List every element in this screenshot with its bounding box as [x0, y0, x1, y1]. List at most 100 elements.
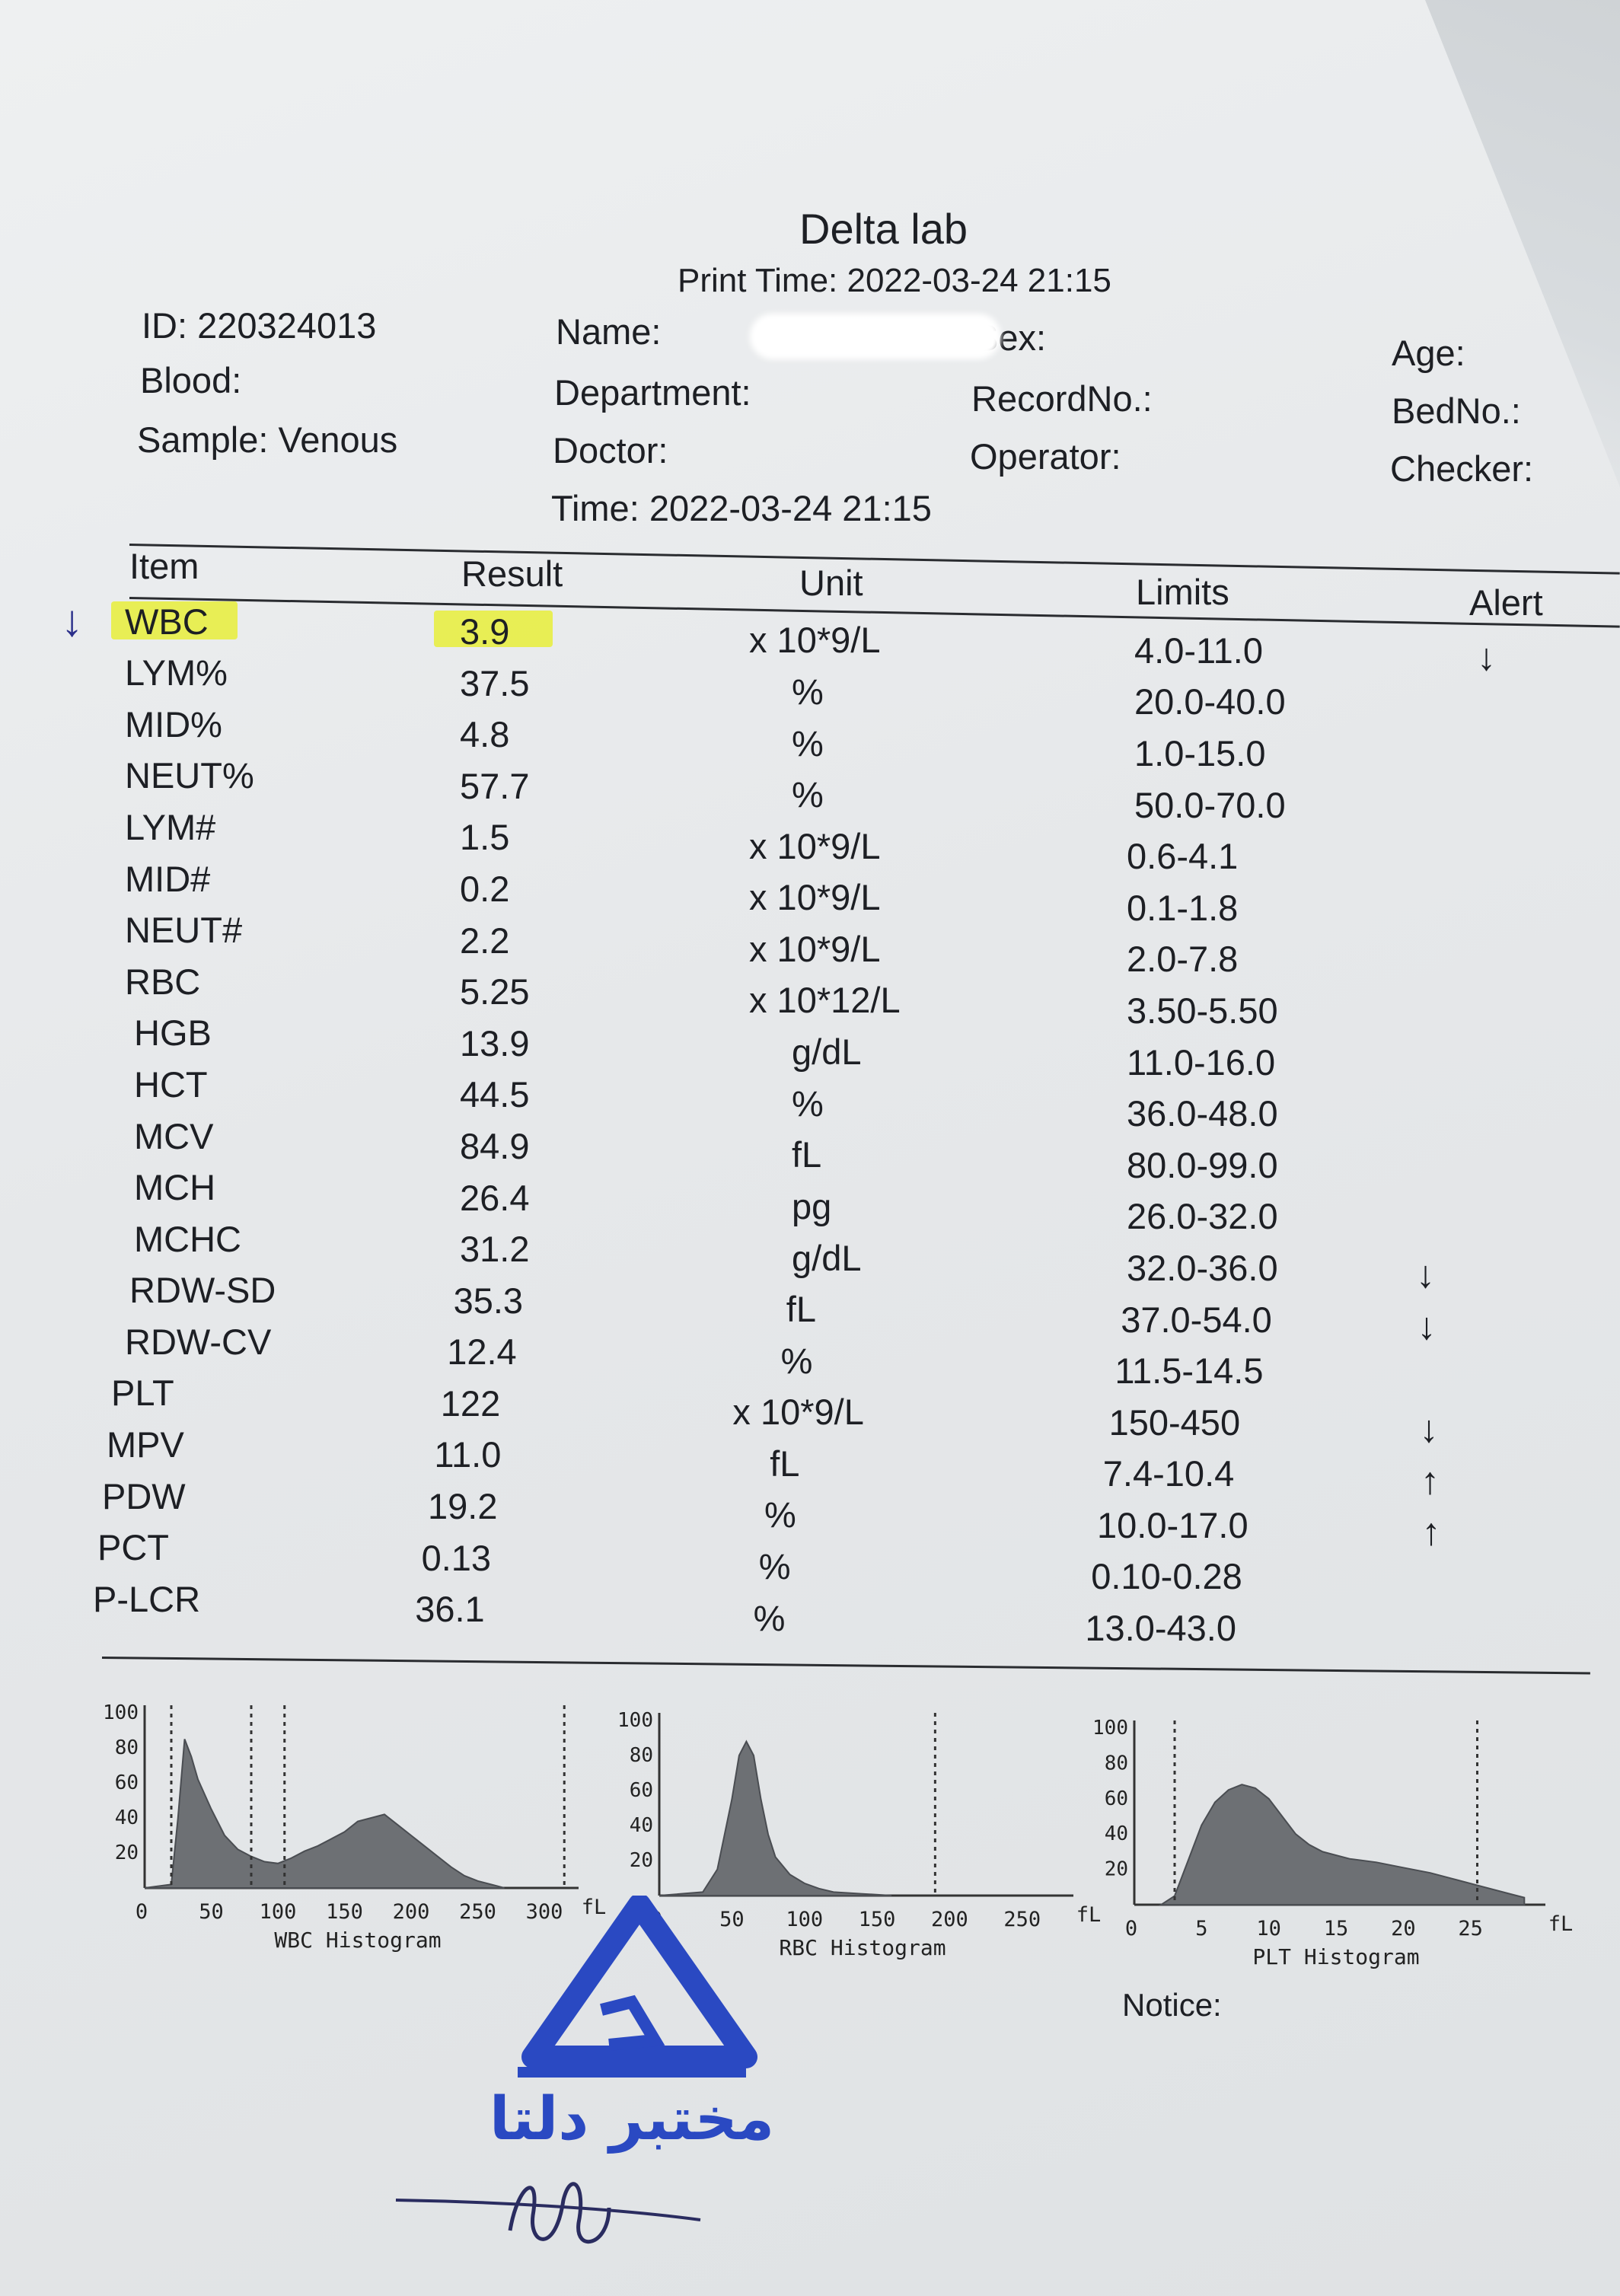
handwritten-arrow: ↓	[61, 596, 83, 646]
row-unit: fL	[770, 1443, 800, 1484]
row-result: 44.5	[460, 1074, 530, 1115]
histogram-x-tick: 0	[136, 1900, 148, 1924]
row-alert: ↓	[1477, 636, 1496, 679]
lab-title: Delta lab	[799, 205, 968, 253]
row-unit: fL	[792, 1134, 822, 1175]
row-alert: ↑	[1421, 1459, 1440, 1502]
row-limits: 10.0-17.0	[1097, 1504, 1248, 1545]
notice-label: Notice:	[1122, 1987, 1222, 2023]
histogram-title: RBC Histogram	[779, 1935, 946, 1960]
row-result: 3.9	[460, 611, 510, 652]
row-unit: %	[780, 1340, 813, 1381]
histogram-x-tick: 25	[1458, 1917, 1483, 1940]
row-item: MCV	[134, 1115, 214, 1156]
row-limits: 37.0-54.0	[1121, 1299, 1272, 1340]
row-item: MID#	[125, 858, 211, 899]
histogram-x-tick: 100	[786, 1908, 823, 1931]
row-limits: 36.0-48.0	[1127, 1093, 1278, 1134]
row-result: 0.2	[460, 868, 510, 909]
row-item: WBC	[125, 601, 209, 642]
row-limits: 7.4-10.4	[1102, 1453, 1235, 1494]
row-limits: 20.0-40.0	[1134, 681, 1286, 722]
row-unit: %	[792, 671, 824, 712]
row-item: RDW-SD	[129, 1270, 276, 1311]
histogram-curve	[144, 1739, 505, 1889]
doctor-label: Doctor:	[553, 430, 668, 470]
patient-id: ID: 220324013	[142, 305, 377, 346]
row-result: 36.1	[415, 1589, 485, 1630]
row-unit: %	[792, 722, 824, 764]
row-item: NEUT%	[125, 755, 254, 796]
histogram-x-tick: 200	[393, 1900, 430, 1924]
sample-label: Sample: Venous	[137, 419, 398, 460]
histogram-x-tick: 250	[459, 1900, 496, 1924]
row-result: 2.2	[460, 920, 510, 961]
row-item: P-LCR	[93, 1578, 201, 1619]
row-unit: x 10*12/L	[749, 980, 901, 1021]
row-result: 31.2	[460, 1229, 530, 1270]
histogram-x-tick: 5	[1195, 1917, 1207, 1940]
row-limits: 1.0-15.0	[1134, 732, 1266, 773]
signature-stroke	[395, 2199, 701, 2221]
histogram-x-tick: 150	[326, 1900, 363, 1924]
department-label: Department:	[554, 372, 751, 413]
histogram-y-tick: 40	[1105, 1822, 1128, 1845]
row-item: RDW-CV	[125, 1321, 272, 1362]
sample-time: Time: 2022-03-24 21:15	[551, 488, 932, 528]
header-item: Item	[129, 546, 199, 586]
signature-scribble	[508, 2182, 611, 2244]
histogram-y-tick: 60	[630, 1779, 653, 1802]
row-result: 11.0	[434, 1434, 502, 1475]
histogram-curve	[659, 1740, 892, 1896]
row-result: 57.7	[460, 765, 530, 806]
histogram-x-tick: 250	[1003, 1908, 1041, 1931]
operator-label: Operator:	[970, 436, 1121, 477]
histogram-unit: fL	[582, 1896, 607, 1919]
stamp-bar	[518, 2067, 746, 2078]
row-unit: g/dL	[792, 1237, 862, 1278]
row-item: MID%	[125, 703, 222, 745]
stamp-text: مختبر دلتا	[490, 2085, 774, 2154]
row-item: LYM%	[125, 652, 228, 694]
print-time: Print Time: 2022-03-24 21:15	[678, 262, 1111, 299]
histogram-x-tick: 200	[931, 1908, 968, 1931]
row-alert: ↓	[1416, 1253, 1435, 1296]
histogram-x-tick: 0	[1125, 1917, 1137, 1940]
row-item: MCH	[134, 1167, 216, 1208]
row-limits: 80.0-99.0	[1127, 1144, 1278, 1185]
histogram-unit: fL	[1548, 1912, 1574, 1936]
row-item: PCT	[97, 1527, 169, 1568]
histogram-y-tick: 80	[115, 1736, 139, 1759]
row-result: 26.4	[460, 1177, 530, 1218]
header-result: Result	[461, 553, 563, 594]
checker-label: Checker:	[1390, 448, 1534, 489]
row-result: 84.9	[460, 1125, 530, 1166]
row-item: RBC	[125, 961, 201, 1002]
header-unit: Unit	[799, 563, 863, 603]
histogram-y-tick: 20	[115, 1842, 139, 1864]
stamp-triangle	[521, 1896, 757, 2068]
record-no-label: RecordNo.:	[971, 378, 1153, 419]
histogram-x-tick: 150	[859, 1908, 896, 1931]
histogram-y-tick: 40	[115, 1807, 139, 1829]
histogram-x-tick: 10	[1256, 1917, 1281, 1940]
row-limits: 50.0-70.0	[1134, 784, 1286, 825]
histogram-y-tick: 80	[1105, 1752, 1128, 1775]
row-item: NEUT#	[125, 910, 243, 951]
row-limits: 0.10-0.28	[1091, 1556, 1242, 1597]
row-unit: pg	[792, 1185, 832, 1226]
row-item: PDW	[102, 1475, 186, 1516]
lab-stamp: مختبر دلتا	[395, 1896, 774, 2244]
row-limits: 150-450	[1108, 1402, 1241, 1443]
row-limits: 0.6-4.1	[1127, 836, 1239, 877]
histogram-x-tick: 15	[1324, 1917, 1349, 1940]
row-item: LYM#	[125, 806, 216, 847]
row-result: 0.13	[421, 1537, 492, 1578]
row-limits: 32.0-36.0	[1127, 1247, 1278, 1288]
row-alert: ↑	[1421, 1510, 1441, 1554]
stamp-emblem	[600, 1995, 665, 2051]
row-item: HCT	[134, 1063, 208, 1105]
row-limits: 3.50-5.50	[1127, 990, 1278, 1031]
